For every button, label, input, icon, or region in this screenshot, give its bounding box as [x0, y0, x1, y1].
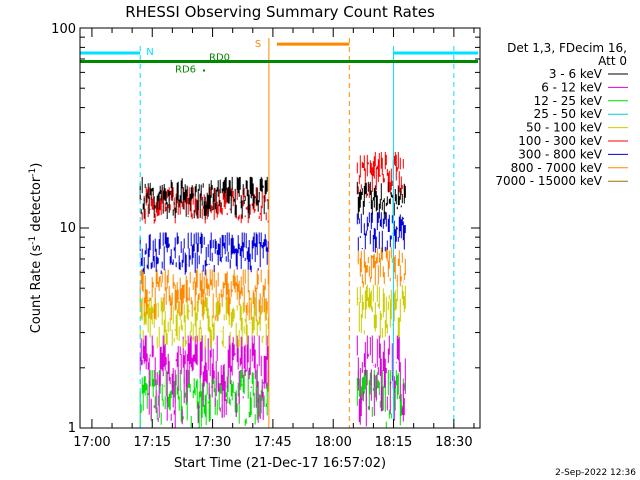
x-tick-label: 17:00: [73, 435, 110, 450]
plot-area: [139, 152, 406, 428]
series-6-window-0: [139, 232, 269, 276]
n-flag-label: N: [146, 47, 153, 58]
legend-header-line2: Att 0: [598, 54, 627, 68]
x-tick-label: 17:30: [194, 435, 231, 450]
chart-title: RHESSI Observing Summary Count Rates: [125, 3, 435, 21]
legend-label: 6 - 12 keV: [541, 80, 603, 94]
series-4-window-1: [356, 284, 406, 339]
y-axis-label: Count Rate (s-1 detector-1): [28, 163, 44, 334]
rd6-flag-label: RD6: [175, 64, 196, 75]
flag-overlay: N S RD0 RD6: [79, 38, 478, 428]
rd6-marker: [203, 69, 205, 72]
y-axis-label-end: ): [29, 163, 44, 168]
x-tick-label: 18:30: [435, 435, 472, 450]
y-tick-label: 100: [51, 22, 76, 37]
y-axis-label-mid: detector: [29, 176, 44, 236]
legend-label: 50 - 100 keV: [526, 121, 603, 135]
legend-label: 800 - 7000 keV: [511, 161, 603, 175]
rd0-flag-label: RD0: [209, 52, 230, 63]
legend-label: 300 - 800 keV: [518, 147, 602, 161]
legend-label: 3 - 6 keV: [549, 67, 603, 81]
series-0-window-1: [356, 181, 406, 220]
y-tick-label: 1: [68, 421, 76, 436]
y-tick-label: 10: [59, 221, 76, 236]
legend-label: 25 - 50 keV: [534, 107, 603, 121]
y-axis-label-sup2: -1: [28, 168, 38, 177]
x-tick-label: 17:45: [254, 435, 291, 450]
axes: 1 10 100 17:00 17:15 17:30 17:45 18:00 18:15 18:3…: [51, 22, 480, 450]
series-7-window-0: [139, 269, 269, 322]
legend-label: 12 - 25 keV: [534, 94, 603, 108]
x-tick-label: 17:15: [134, 435, 171, 450]
series-6-window-1: [356, 212, 406, 253]
series-1-window-1: [356, 335, 406, 427]
s-flag-label: S: [255, 39, 261, 50]
x-tick-label: 18:15: [375, 435, 412, 450]
series-5-window-1: [356, 152, 406, 198]
series-2-window-1: [356, 370, 406, 428]
series-7-window-1: [356, 247, 406, 288]
legend-label: 7000 - 15000 keV: [495, 174, 602, 188]
date-stamp: 2-Sep-2022 12:36: [555, 468, 636, 478]
x-tick-label: 18:00: [314, 435, 351, 450]
legend-header-line1: Det 1,3, FDecim 16,: [507, 41, 627, 55]
x-axis-label: Start Time (21-Dec-17 16:57:02): [174, 456, 386, 471]
y-axis-label-sup1: -1: [28, 236, 38, 245]
series-4-window-0: [139, 297, 269, 349]
y-axis-label-main: Count Rate (s: [29, 245, 44, 334]
legend-label: 100 - 300 keV: [518, 134, 602, 148]
